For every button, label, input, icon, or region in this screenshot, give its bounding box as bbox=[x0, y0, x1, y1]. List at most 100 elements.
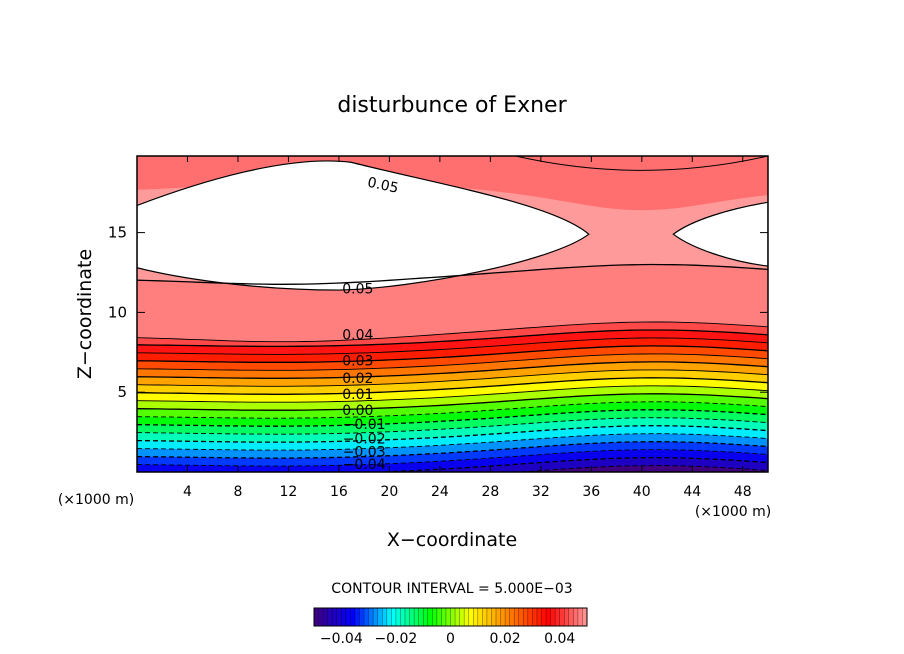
colorbar-segment-27 bbox=[436, 608, 442, 626]
colorbar-segment-33 bbox=[464, 608, 469, 626]
x-tick-label-6: 28 bbox=[481, 484, 499, 500]
colorbar-segment-57 bbox=[573, 608, 579, 626]
colorbar-segment-39 bbox=[491, 608, 497, 626]
colorbar-tick-label-4: 0.04 bbox=[544, 631, 575, 647]
colorbar-segment-15 bbox=[382, 608, 388, 626]
colorbar-segment-56 bbox=[568, 608, 574, 626]
colorbar-segment-2 bbox=[323, 608, 328, 626]
y-axis-label: Z−coordinate bbox=[74, 249, 96, 379]
chart-title: disturbunce of Exner bbox=[337, 93, 567, 118]
contour-line-3 bbox=[137, 441, 768, 459]
x-tick-label-0: 4 bbox=[183, 484, 192, 500]
colorbar-segment-44 bbox=[514, 608, 520, 626]
y-axis-ticks: 5 10 15 bbox=[108, 224, 768, 401]
colorbar-segment-59 bbox=[582, 608, 588, 626]
colorbar-segment-28 bbox=[441, 608, 447, 626]
colorbar-segment-13 bbox=[373, 608, 378, 626]
contour-interval-text: CONTOUR INTERVAL = 5.000E−03 bbox=[331, 581, 572, 597]
x-tick-label-8: 36 bbox=[582, 484, 600, 500]
colorbar-segment-3 bbox=[327, 608, 333, 626]
colorbar-segment-42 bbox=[505, 608, 510, 626]
contour-line-10 bbox=[137, 385, 768, 403]
contour-label-3: 0.03 bbox=[342, 353, 373, 369]
colorbar-segment-21 bbox=[409, 608, 415, 626]
contour-line-18 bbox=[137, 321, 768, 343]
colorbar-segment-41 bbox=[500, 608, 506, 626]
colorbar-frame bbox=[313, 607, 588, 627]
colorbar-segment-31 bbox=[455, 608, 460, 626]
colorbar-tick-label-0: −0.04 bbox=[320, 631, 363, 647]
contour-labels: 0.050.050.040.030.020.010.00−0.01−0.02−0… bbox=[342, 175, 400, 472]
x-axis-label: X−coordinate bbox=[387, 529, 517, 551]
contour-line-12 bbox=[137, 369, 768, 387]
colorbar-tick-label-3: 0.02 bbox=[490, 631, 521, 647]
colorbar-segment-38 bbox=[486, 608, 492, 626]
contour-line-6 bbox=[137, 417, 768, 435]
colorbar-segment-8 bbox=[350, 608, 356, 626]
contour-label-8: −0.02 bbox=[343, 431, 386, 447]
contour-label-0: 0.05 bbox=[366, 175, 400, 197]
above-max-region-right bbox=[672, 201, 768, 267]
colorbar-segment-24 bbox=[423, 608, 429, 626]
colorbar-segment-58 bbox=[577, 608, 583, 626]
colorbar-segment-37 bbox=[482, 608, 488, 626]
y-tick-label-1: 10 bbox=[108, 303, 127, 321]
contour-line-9 bbox=[137, 393, 768, 411]
colorbar-tick-label-1: −0.02 bbox=[374, 631, 417, 647]
colorbar-tick-label-2: 0 bbox=[446, 631, 455, 647]
colorbar: −0.04 −0.02 0 0.02 0.04 bbox=[313, 607, 588, 647]
colorbar-segment-36 bbox=[477, 608, 483, 626]
colorbar-segment-53 bbox=[555, 608, 560, 626]
contour-label-4: 0.02 bbox=[342, 371, 373, 387]
y-tick-label-2: 15 bbox=[108, 224, 127, 242]
contour-line-14 bbox=[137, 353, 768, 371]
x-tick-label-11: 48 bbox=[734, 484, 752, 500]
x-axis-ticks: 4 8 12 16 20 24 28 32 36 40 44 48 bbox=[183, 156, 752, 500]
contour-line-19 bbox=[137, 263, 768, 285]
colorbar-segment-30 bbox=[450, 608, 456, 626]
colorbar-segment-19 bbox=[400, 608, 406, 626]
colorbar-segment-7 bbox=[345, 608, 351, 626]
x-tick-label-5: 24 bbox=[431, 484, 449, 500]
colorbar-segment-11 bbox=[364, 608, 369, 626]
x-tick-label-3: 16 bbox=[330, 484, 348, 500]
colorbar-segment-22 bbox=[414, 608, 419, 626]
colorbar-segment-20 bbox=[405, 608, 410, 626]
colorbar-segment-34 bbox=[468, 608, 474, 626]
colorbar-segment-46 bbox=[523, 608, 529, 626]
colorbar-segment-26 bbox=[432, 608, 438, 626]
y-tick-label-0: 5 bbox=[117, 383, 127, 401]
colorbar-segment-50 bbox=[541, 608, 547, 626]
colorbar-segment-54 bbox=[559, 608, 565, 626]
colorbar-segment-51 bbox=[546, 608, 551, 626]
colorbar-segment-16 bbox=[386, 608, 392, 626]
colorbar-segment-6 bbox=[341, 608, 347, 626]
contour-line-5 bbox=[137, 425, 768, 443]
contour-line-11 bbox=[137, 377, 768, 395]
contour-line-7 bbox=[137, 409, 768, 427]
contour-line-16 bbox=[137, 337, 768, 355]
contour-line-13 bbox=[137, 361, 768, 379]
plot-frame bbox=[136, 155, 769, 473]
plot-area: 0.050.050.040.030.020.010.00−0.01−0.02−0… bbox=[108, 155, 769, 500]
x-tick-label-7: 32 bbox=[532, 484, 550, 500]
colorbar-segment-49 bbox=[536, 608, 542, 626]
filled-contour-bands bbox=[137, 156, 768, 472]
contour-label-1: 0.05 bbox=[342, 281, 373, 297]
x-tick-label-4: 20 bbox=[380, 484, 398, 500]
colorbar-segment-43 bbox=[509, 608, 515, 626]
x-tick-label-1: 8 bbox=[233, 484, 242, 500]
colorbar-segment-48 bbox=[532, 608, 538, 626]
contour-label-2: 0.04 bbox=[342, 328, 373, 344]
colorbar-segment-0 bbox=[314, 608, 319, 626]
colorbar-segment-1 bbox=[318, 608, 324, 626]
y-unit-label: (×1000 m) bbox=[58, 492, 134, 508]
contour-label-5: 0.01 bbox=[342, 387, 373, 403]
colorbar-segment-5 bbox=[336, 608, 342, 626]
colorbar-segment-18 bbox=[395, 608, 401, 626]
x-tick-label-10: 44 bbox=[683, 484, 701, 500]
contour-label-7: −0.01 bbox=[343, 417, 386, 433]
contour-line-15 bbox=[137, 345, 768, 363]
above-max-region-left bbox=[137, 160, 590, 291]
